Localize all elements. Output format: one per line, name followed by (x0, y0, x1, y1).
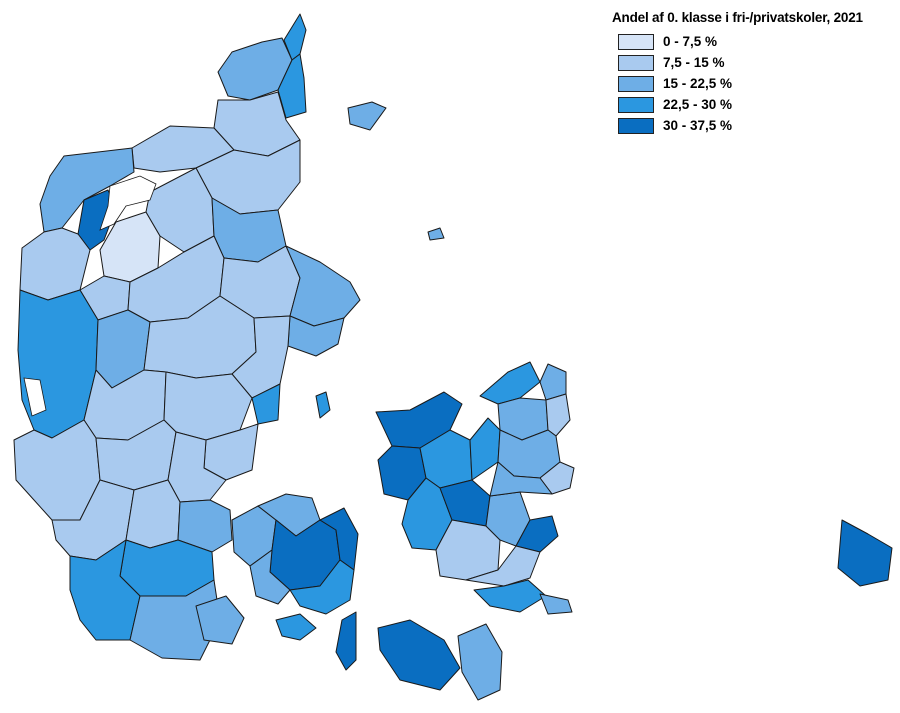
region-soenderborg (195, 595, 245, 645)
legend-swatch (618, 33, 654, 50)
region-thisted (39, 147, 135, 233)
legend-swatch (618, 54, 654, 71)
legend-label: 30 - 37,5 % (663, 118, 733, 133)
region-vejen (125, 479, 181, 549)
region-svendborg (289, 559, 355, 615)
wadden-water (23, 377, 47, 417)
funen (231, 493, 359, 671)
legend-swatch (618, 75, 654, 92)
map-legend: Andel af 0. klasse i fri-/privatskoler, … (612, 10, 897, 136)
region-ikast (163, 371, 253, 441)
region-gribskov (539, 363, 567, 401)
region-samsoe (315, 391, 331, 419)
legend-label: 0 - 7,5 % (663, 34, 718, 49)
legend-item: 15 - 22,5 % (618, 73, 897, 94)
region-bornholm (837, 519, 893, 587)
region-vordingborg (473, 579, 547, 613)
region-aeroe (275, 613, 317, 641)
legend-swatch (618, 96, 654, 113)
region-anholt (347, 101, 387, 131)
legend-title: Andel af 0. klasse i fri-/privatskoler, … (612, 10, 863, 25)
legend-label: 22,5 - 30 % (663, 97, 733, 112)
legend-list: 0 - 7,5 % 7,5 - 15 % 15 - 22,5 % 22,5 - … (618, 31, 897, 136)
region-odder (251, 383, 281, 425)
legend-label: 15 - 22,5 % (663, 76, 733, 91)
region-lemvig (19, 227, 91, 301)
region-roskilde (489, 461, 553, 497)
region-halsnaes (479, 361, 541, 405)
region-guldborgsund (457, 623, 503, 701)
legend-label: 7,5 - 15 % (663, 55, 725, 70)
region-laesoe (427, 227, 445, 241)
region-langeland (335, 611, 357, 671)
region-lolland (377, 619, 461, 691)
limfjord-water (99, 175, 157, 231)
legend-swatch (618, 117, 654, 134)
legend-item: 7,5 - 15 % (618, 52, 897, 73)
legend-item: 30 - 37,5 % (618, 115, 897, 136)
region-helsingor (545, 393, 571, 437)
region-frederikshavn (277, 53, 307, 119)
zealand (315, 101, 575, 701)
legend-item: 0 - 7,5 % (618, 31, 897, 52)
jutland (13, 13, 361, 661)
legend-item: 22,5 - 30 % (618, 94, 897, 115)
region-naestved (435, 519, 501, 581)
region-moen (539, 593, 573, 615)
region-skagen-tip (283, 13, 307, 61)
